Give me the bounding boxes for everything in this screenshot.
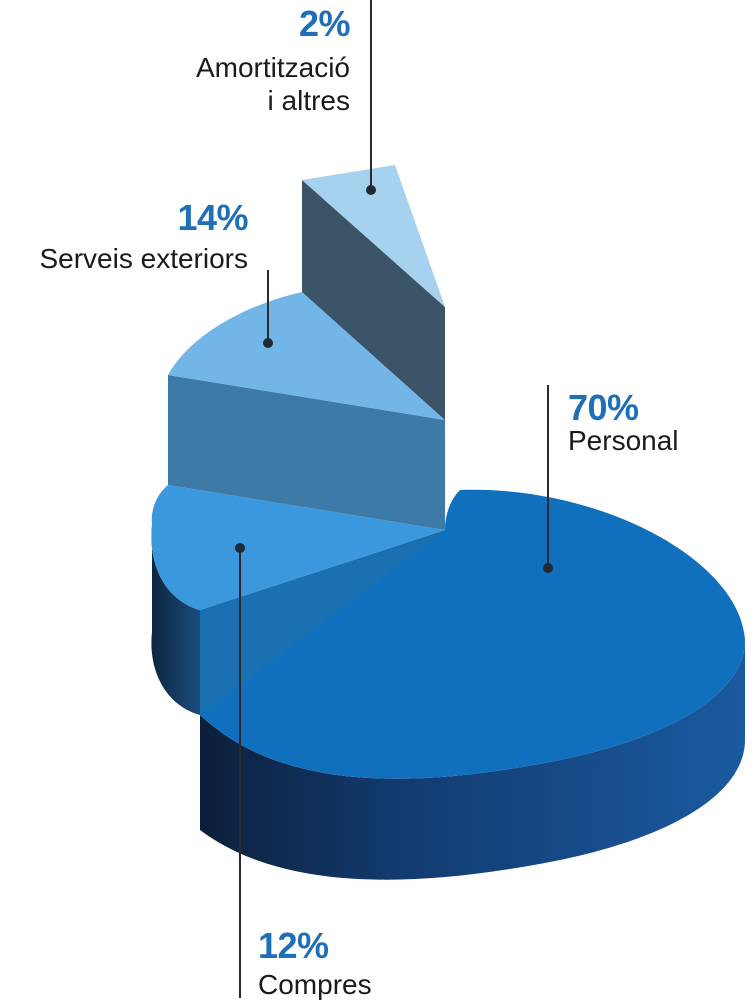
leader-dots — [235, 185, 553, 573]
dot-compres — [235, 543, 245, 553]
pct-amortitzacio: 2% — [299, 3, 351, 44]
dot-personal — [543, 563, 553, 573]
leaders — [239, 0, 549, 998]
slice-serveis-top — [168, 292, 445, 420]
slice-amortitzacio-side — [302, 180, 445, 420]
slice-serveis-front — [168, 375, 445, 530]
slice-amortitzacio — [302, 165, 445, 420]
label-amortitzacio: 2% Amortització i altres — [196, 3, 351, 116]
slice-personal — [200, 489, 745, 880]
name-personal: Personal — [568, 425, 679, 456]
slice-compres-top — [151, 485, 445, 610]
dot-amortitzacio — [366, 185, 376, 195]
label-personal: 70% Personal — [568, 387, 679, 456]
name-amortitzacio-line2: i altres — [268, 85, 350, 116]
pct-personal: 70% — [568, 387, 639, 428]
label-compres: 12% Compres — [258, 925, 372, 1000]
pct-compres: 12% — [258, 925, 329, 966]
slice-personal-side — [200, 640, 745, 880]
dot-serveis — [263, 338, 273, 348]
label-serveis-exteriors: 14% Serveis exteriors — [39, 197, 248, 274]
pct-serveis: 14% — [177, 197, 248, 238]
slice-amortitzacio-top — [302, 165, 445, 307]
slice-compres-side — [151, 525, 200, 715]
slice-serveis-exteriors — [168, 292, 445, 530]
slice-personal-top — [200, 489, 745, 779]
name-compres: Compres — [258, 969, 372, 1000]
name-serveis: Serveis exteriors — [39, 243, 248, 274]
name-amortitzacio-line1: Amortització — [196, 52, 350, 83]
